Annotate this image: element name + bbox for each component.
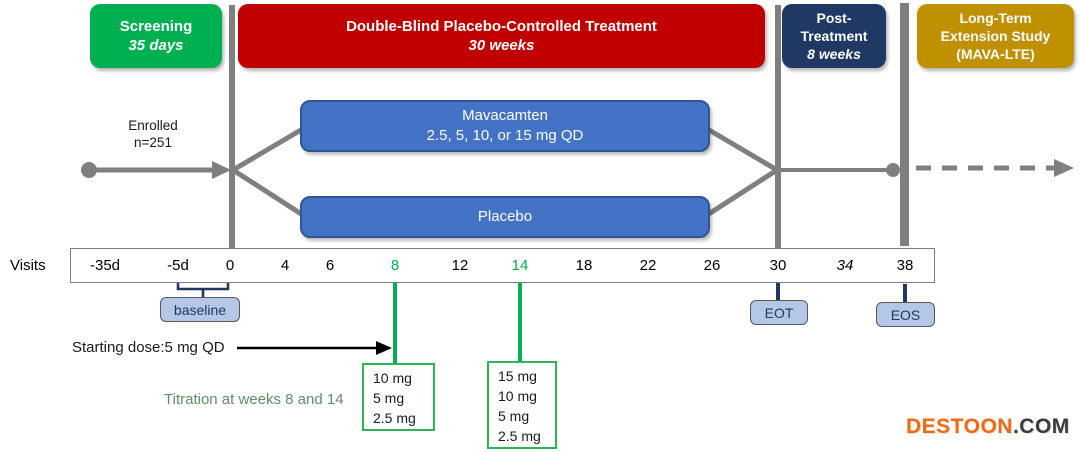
arm-box-placebo: Placebo	[300, 196, 710, 238]
phase-lte-title-line3: (MAVA-LTE)	[956, 46, 1035, 62]
phase-screening-title: Screening	[119, 18, 193, 35]
week14-dose-4: 2.5 mg	[498, 428, 541, 444]
phase-post-duration: 8 weeks	[807, 46, 861, 62]
branch-lines	[231, 124, 893, 220]
arm-placebo-name: Placebo	[477, 208, 533, 225]
eot-chip: EOT	[750, 300, 808, 325]
eot-eos-stubs	[776, 283, 907, 303]
milestone-bar-day0	[229, 5, 235, 248]
week8-dose-box: 10 mg 5 mg 2.5 mg	[362, 363, 435, 431]
tick-minus5d: -5d	[167, 257, 189, 274]
phase-lte-title-line1: Long-Term	[959, 10, 1032, 26]
phase-post-title-line1: Post-	[816, 10, 852, 26]
starting-dose-label: Starting dose:5 mg QD	[72, 339, 225, 356]
phase-post-title-line2: Treatment	[800, 28, 868, 44]
visits-axis-box	[70, 248, 935, 283]
tick-30: 30	[769, 257, 787, 274]
arm-mavacamten-name: Mavacamten	[462, 107, 548, 124]
post-treatment-node-dot	[886, 163, 900, 177]
tick-38: 38	[896, 257, 914, 274]
milestone-bar-week38	[900, 3, 909, 246]
tick-0: 0	[225, 257, 235, 274]
week8-dose-3: 2.5 mg	[373, 410, 416, 426]
starting-dose-arrow	[237, 341, 392, 355]
phase-screening-duration: 35 days	[128, 37, 184, 54]
baseline-chip: baseline	[160, 297, 240, 322]
watermark-tld: .COM	[1012, 415, 1070, 438]
tick-12: 12	[451, 257, 469, 274]
titration-week-lines	[393, 283, 522, 363]
week14-dose-box: 15 mg 10 mg 5 mg 2.5 mg	[487, 361, 557, 449]
phase-box-treatment: Double-Blind Placebo-Controlled Treatmen…	[238, 4, 765, 68]
tick-22: 22	[639, 257, 657, 274]
enrolled-label: Enrolled n=251	[108, 117, 198, 151]
phase-lte-title-line2: Extension Study	[940, 28, 1051, 44]
tick-6: 6	[325, 257, 335, 274]
enrolled-arrow	[81, 161, 231, 179]
week14-dose-1: 15 mg	[498, 368, 537, 384]
phase-box-post-treatment: Post- Treatment 8 weeks	[782, 4, 886, 68]
milestone-bar-week30	[775, 5, 781, 248]
arm-mavacamten-doses: 2.5, 5, 10, or 15 mg QD	[426, 127, 584, 144]
enrolled-label-line2: n=251	[134, 135, 172, 150]
enrolled-label-line1: Enrolled	[128, 118, 178, 133]
phase-treatment-title: Double-Blind Placebo-Controlled Treatmen…	[346, 18, 657, 35]
visits-axis-label: Visits	[10, 257, 46, 274]
tick-18: 18	[575, 257, 593, 274]
arm-box-mavacamten: Mavacamten 2.5, 5, 10, or 15 mg QD	[300, 100, 710, 152]
watermark-brand: DESTOON	[906, 415, 1013, 438]
tick-4: 4	[280, 257, 290, 274]
tick-14: 14	[511, 257, 529, 274]
week8-dose-1: 10 mg	[373, 370, 412, 386]
watermark: DESTOON.COM	[906, 415, 1070, 439]
titration-label: Titration at weeks 8 and 14	[164, 391, 344, 408]
extension-dashed-arrow	[916, 159, 1074, 177]
tick-minus35d: -35d	[89, 257, 121, 274]
phase-box-screening: Screening 35 days	[90, 4, 222, 68]
week14-dose-3: 5 mg	[498, 408, 530, 424]
tick-26: 26	[703, 257, 721, 274]
phase-box-long-term-extension: Long-Term Extension Study (MAVA-LTE)	[917, 4, 1074, 68]
phase-treatment-duration: 30 weeks	[468, 37, 535, 54]
week14-dose-2: 10 mg	[498, 388, 537, 404]
tick-8: 8	[390, 257, 400, 274]
eos-chip: EOS	[876, 302, 935, 327]
baseline-bracket	[176, 282, 230, 297]
tick-34: 34	[836, 257, 854, 274]
week8-dose-2: 5 mg	[373, 390, 405, 406]
